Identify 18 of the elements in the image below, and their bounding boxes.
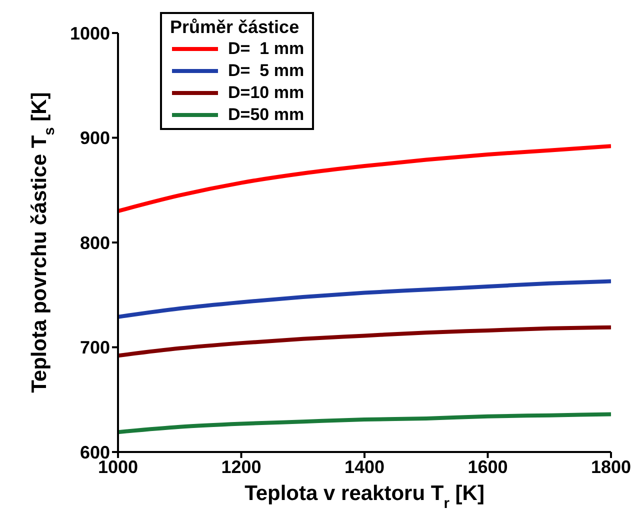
y-tick-label: 1000 (70, 23, 110, 44)
x-tick-label: 1600 (468, 456, 508, 477)
x-axis-title: Teplota v reaktoru T$_{r}$ [K] (244, 482, 484, 512)
line-series (118, 412, 611, 434)
legend-label: D= 1 mm (228, 38, 304, 60)
y-tick-label: 900 (80, 128, 110, 148)
legend-label: D= 5 mm (228, 60, 304, 82)
line-series (118, 279, 611, 319)
y-tick-label: 800 (80, 232, 110, 253)
legend-label: D=10 mm (228, 82, 304, 104)
x-tick-label: 1800 (590, 456, 632, 477)
x-tick-label: 1200 (221, 456, 262, 477)
x-tick-label: 1400 (344, 456, 385, 477)
legend-title: Průměr částice (170, 16, 300, 38)
y-tick-label: 700 (80, 338, 110, 358)
line-series (118, 144, 611, 214)
legend-label: D=50 mm (228, 104, 304, 126)
line-series (118, 325, 611, 358)
